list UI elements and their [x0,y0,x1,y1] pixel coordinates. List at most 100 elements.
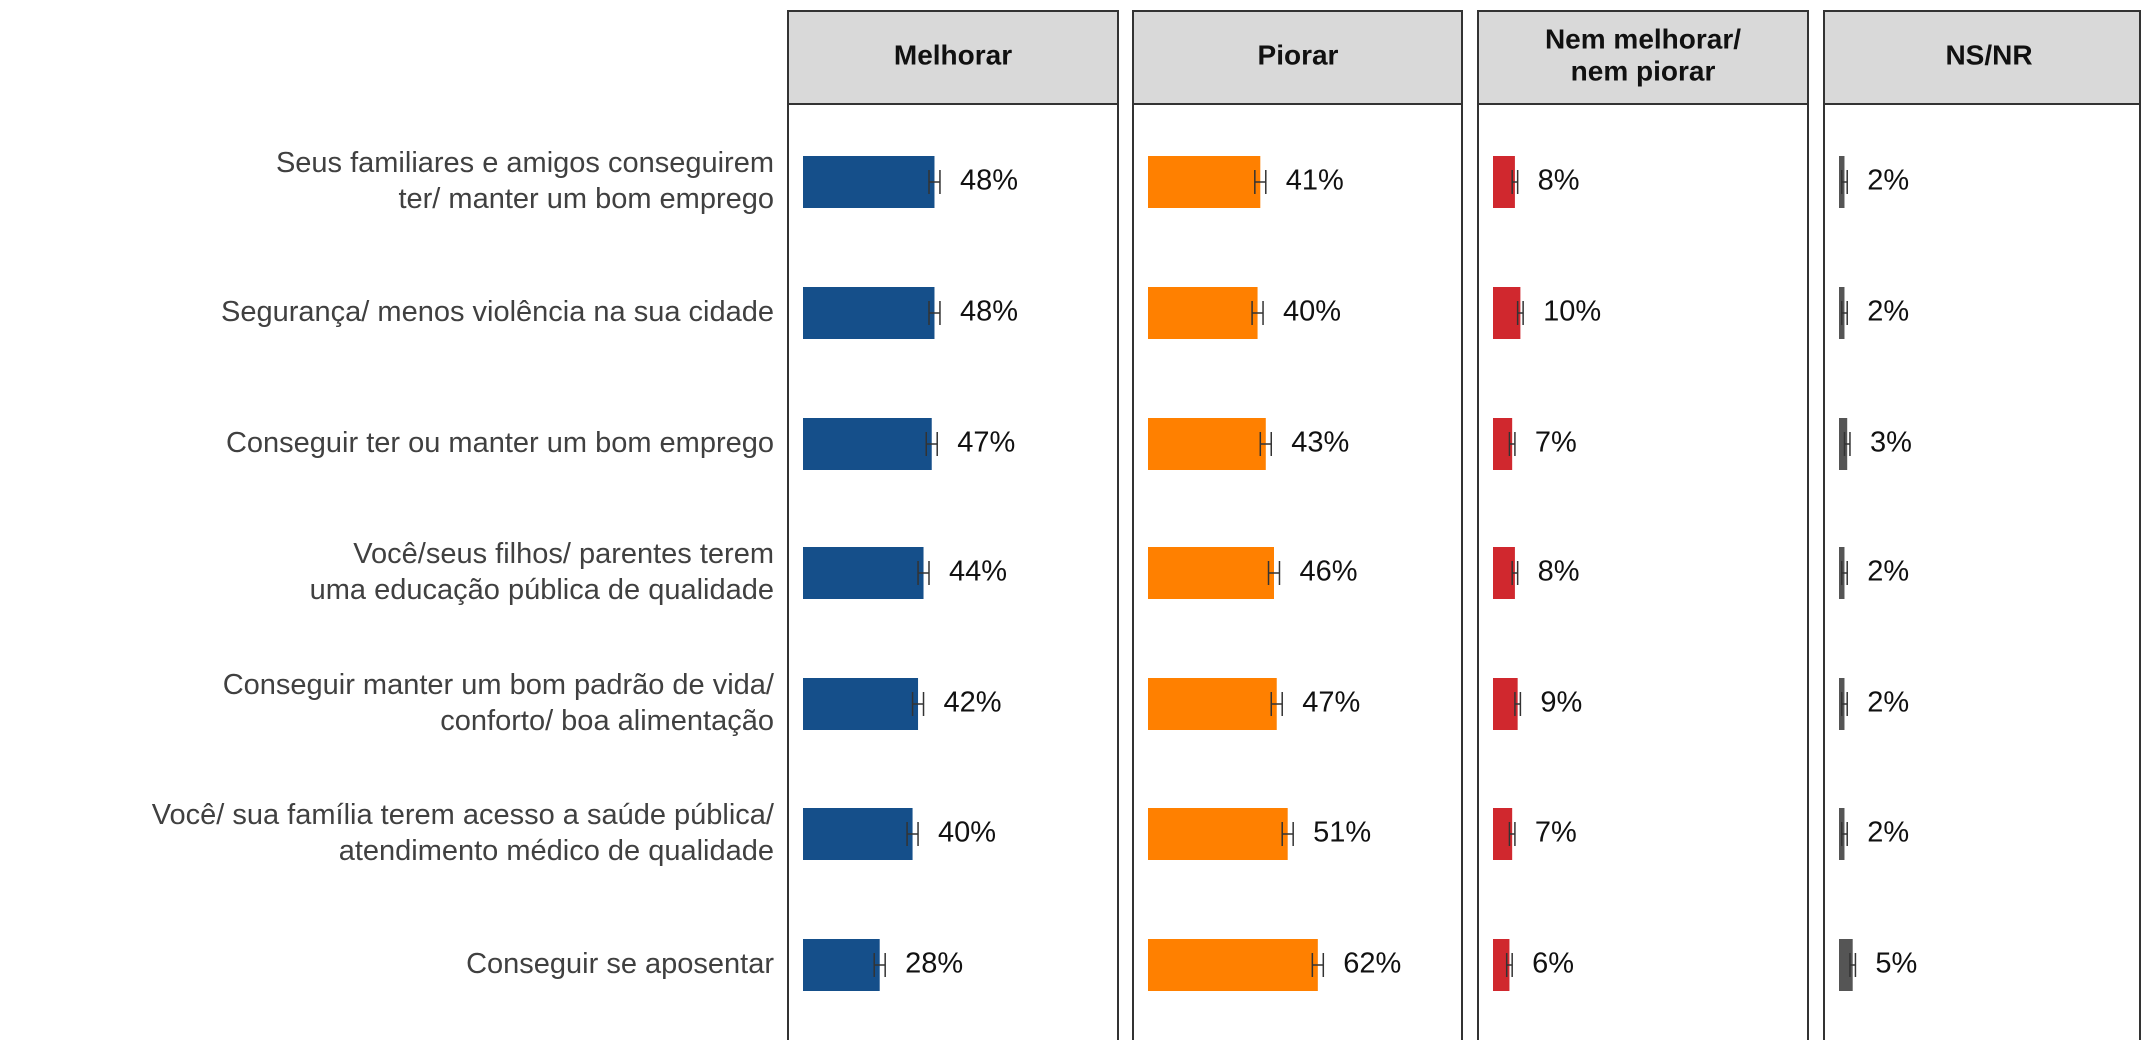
value-label: 8% [1538,556,1580,588]
value-label: 8% [1538,165,1580,197]
value-label: 28% [905,948,963,980]
text-line: conforto/ boa alimentação [440,705,774,737]
error-bar [873,953,886,977]
panel-title: Piorar [1258,40,1339,71]
text-line: Você/ sua família terem acesso a saúde p… [152,799,775,831]
category-label: Conseguir manter um bom padrão de vida/c… [223,669,775,737]
value-label: 40% [1283,296,1341,328]
value-label: 2% [1867,556,1909,588]
value-label: 2% [1867,296,1909,328]
text-line: Seus familiares e amigos conseguirem [276,147,774,179]
value-label: 46% [1299,556,1357,588]
bar [803,418,932,470]
error-bar [1840,692,1848,716]
error-bar [1270,692,1283,716]
category-label: Conseguir ter ou manter um bom emprego [226,427,774,459]
value-label: 2% [1867,817,1909,849]
value-label: 48% [960,296,1018,328]
bar [1148,156,1261,208]
error-bar [1508,822,1516,846]
bar [803,808,913,860]
bar [1493,939,1510,991]
bar [1839,418,1848,470]
category-label: Você/ sua família terem acesso a saúde p… [152,799,775,867]
bar [1148,287,1258,339]
text-line: nem piorar [1571,56,1716,87]
bar [803,156,935,208]
panel-header [787,10,1119,105]
text-line: Nem melhorar/ [1545,24,1741,55]
text-line: Você/seus filhos/ parentes terem [353,538,774,570]
value-label: 2% [1867,687,1909,719]
error-bar [1267,561,1281,585]
error-bar [928,170,941,194]
text-line: Conseguir ter ou manter um bom emprego [226,427,774,459]
error-bar [1840,170,1848,194]
text-line: Segurança/ menos violência na sua cidade [221,296,774,328]
error-bar [917,561,930,585]
bar [803,547,924,599]
panel-header [1477,10,1809,105]
bar [1493,808,1513,860]
error-bar [1849,953,1857,977]
value-label: 5% [1875,948,1917,980]
error-bar [925,432,938,456]
value-label: 43% [1291,427,1349,459]
value-label: 42% [944,687,1002,719]
error-bar [1843,432,1851,456]
bar [1493,287,1521,339]
text-line: Piorar [1258,40,1339,71]
value-label: 47% [957,427,1015,459]
text-line: NS/NR [1945,40,2032,71]
value-label: 62% [1343,948,1401,980]
bar [1493,678,1518,730]
error-bar [1311,953,1325,977]
error-bar [911,692,925,716]
bar [1148,808,1288,860]
bar [1148,678,1277,730]
panel-title: Melhorar [894,40,1012,71]
bar [1493,418,1513,470]
error-bar [928,301,941,325]
value-label: 7% [1535,427,1577,459]
value-label: 44% [949,556,1007,588]
text-line: Conseguir manter um bom padrão de vida/ [223,669,775,701]
bar [803,678,919,730]
panel-header [1132,10,1463,105]
error-bar [1516,301,1524,325]
error-bar [1254,170,1267,194]
value-label: 47% [1302,687,1360,719]
bar [1148,939,1318,991]
bar [803,939,880,991]
value-label: 3% [1870,427,1912,459]
error-bar [906,822,919,846]
text-line: ter/ manter um bom emprego [398,183,774,215]
error-bar [1259,432,1273,456]
value-label: 7% [1535,817,1577,849]
error-bar [1511,561,1519,585]
error-bar [1840,561,1848,585]
value-label: 51% [1313,817,1371,849]
error-bar [1508,432,1516,456]
value-label: 40% [938,817,996,849]
text-line: uma educação pública de qualidade [310,574,774,606]
text-line: Melhorar [894,40,1012,71]
error-bar [1511,170,1519,194]
panel-header [1823,10,2141,105]
category-label: Você/seus filhos/ parentes terem uma educ… [310,538,774,606]
bar [803,287,935,339]
bar [1493,156,1515,208]
panel-title: NS/NR [1945,40,2032,71]
category-label: Conseguir se aposentar [466,948,774,980]
error-bar [1505,953,1513,977]
error-bar [1251,301,1264,325]
category-label: Segurança/ menos violência na sua cidade [221,296,774,328]
value-label: 41% [1286,165,1344,197]
bar [1493,547,1515,599]
panel-title: Nem melhorar/nem piorar [1545,24,1741,87]
category-label: Seus familiares e amigos conseguirem ter/… [276,147,774,215]
value-label: 9% [1540,687,1582,719]
value-label: 10% [1543,296,1601,328]
text-line: Conseguir se aposentar [466,948,774,980]
